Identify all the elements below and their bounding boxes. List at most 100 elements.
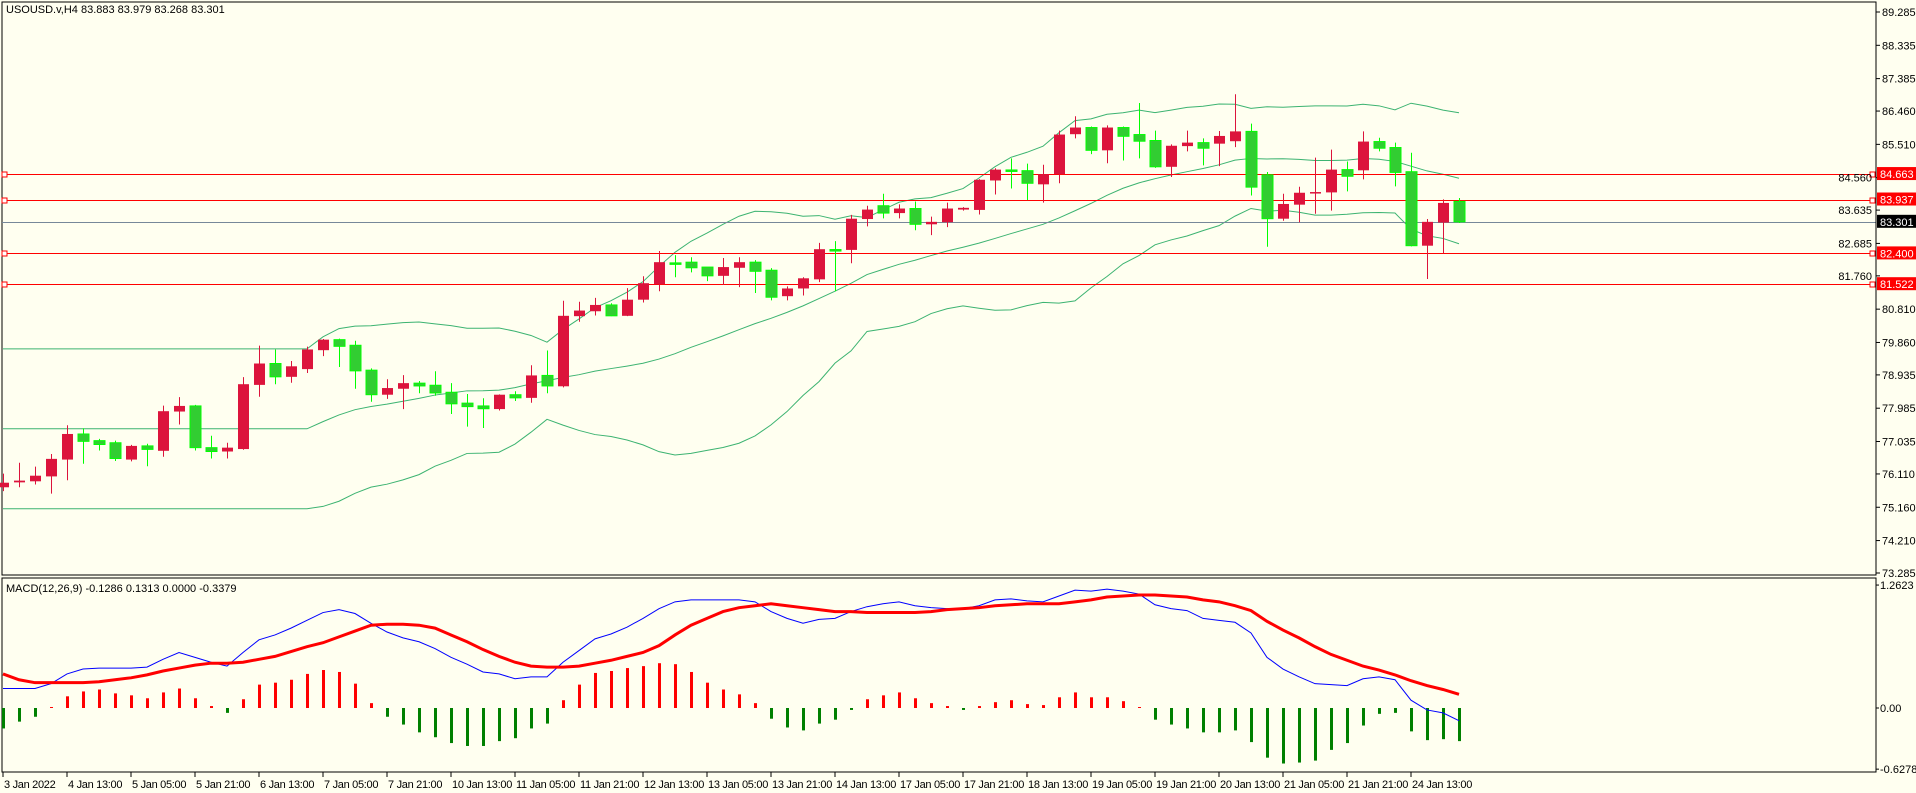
price-axis[interactable]: 89.285 88.335 87.385 86.460 85.510 84.560 83.6… (1838, 2, 1916, 580)
bear-candle (1149, 140, 1162, 168)
bull-candle (238, 384, 249, 450)
time-tick-label: 3 Jan 2022 (4, 779, 56, 791)
bear-candle (1005, 169, 1018, 172)
bull-candle (942, 208, 953, 223)
bear-candle (93, 440, 106, 445)
time-tick-label: 21 Jan 05:00 (1284, 779, 1344, 791)
current-price-badge (1877, 214, 1916, 228)
bear-candle (413, 382, 426, 387)
bull-candle (862, 209, 873, 220)
bull-candle (526, 375, 537, 398)
bear-candle (1133, 134, 1146, 142)
macd-info-label: MACD(12,26,9) -0.1286 0.1313 0.0000 -0.3… (6, 583, 237, 595)
bear-candle (141, 445, 154, 450)
line-handle-right[interactable] (1869, 281, 1876, 288)
time-axis[interactable]: 3 Jan 2022 4 Jan 13:00 5 Jan 05:00 5 Jan 21… (2, 772, 1472, 791)
price-tick-label: 88.335 (1882, 40, 1916, 52)
line-handle-right[interactable] (1869, 250, 1876, 257)
line-handle-left[interactable] (1, 197, 8, 204)
time-tick-label: 12 Jan 13:00 (644, 779, 704, 791)
price-tick-label: 87.385 (1882, 74, 1916, 86)
time-tick-label: 17 Jan 21:00 (964, 779, 1024, 791)
bull-candle (814, 249, 825, 280)
bear-candle (541, 374, 554, 387)
bollinger-upper-band (3, 102, 1460, 350)
bull-candle (254, 363, 265, 385)
price-tick-label: 78.935 (1882, 370, 1916, 382)
bear-candle (877, 205, 890, 214)
price-tick-label: 79.860 (1882, 337, 1916, 349)
bull-candle (302, 349, 313, 370)
line-handle-right[interactable] (1869, 171, 1876, 178)
line-handle-left[interactable] (1, 281, 8, 288)
time-tick-label: 19 Jan 05:00 (1092, 779, 1152, 791)
bull-candle (926, 221, 937, 225)
bull-candle (718, 267, 729, 276)
price-panel[interactable]: USOUSD.v,H4 83.883 83.979 83.268 83.301 (0, 1, 1877, 576)
bull-candle (1102, 127, 1113, 151)
bear-candle (685, 261, 698, 269)
line-handle-left[interactable] (1, 250, 8, 257)
bear-candle (1021, 170, 1034, 184)
time-tick-label: 19 Jan 21:00 (1156, 779, 1216, 791)
bull-candle (1326, 169, 1337, 193)
line-handle-left[interactable] (1, 171, 8, 178)
bull-candle (622, 299, 633, 316)
bear-candle (269, 363, 282, 378)
macd-tick-label: 1.2623 (1880, 580, 1914, 592)
horizontal-lines[interactable] (1, 171, 1876, 288)
macd-panel[interactable]: MACD(12,26,9) -0.1286 0.1313 0.0000 -0.3… (1, 577, 1877, 773)
price-tick-label: 81.760 (1838, 271, 1872, 283)
bear-candle (509, 394, 522, 399)
bull-candle (1294, 192, 1305, 205)
bear-candle (333, 339, 346, 347)
bull-candle (638, 283, 649, 300)
symbol-info-label: USOUSD.v,H4 83.883 83.979 83.268 83.301 (6, 4, 225, 16)
bull-candle (1166, 145, 1177, 167)
bear-candle (1373, 141, 1386, 149)
macd-tick-label: 0.00 (1880, 703, 1901, 715)
hline-price-badge (1877, 277, 1916, 291)
time-tick-label: 6 Jan 13:00 (260, 779, 314, 791)
bull-candle (958, 207, 969, 210)
bull-candle (1358, 141, 1369, 171)
bear-candle (1261, 174, 1274, 220)
bull-candle (1054, 134, 1065, 175)
time-tick-label: 10 Jan 13:00 (452, 779, 512, 791)
price-tick-label: 89.285 (1882, 7, 1916, 19)
bear-candle (429, 384, 442, 394)
bear-candle (477, 405, 490, 410)
hline-price-label: 84.663 (1880, 169, 1914, 181)
bull-candle (1070, 127, 1081, 135)
time-tick-label: 17 Jan 05:00 (900, 779, 960, 791)
bull-candle (62, 433, 73, 460)
bull-candle (286, 366, 297, 377)
bear-candle (189, 405, 202, 449)
price-tick-label: 80.810 (1882, 304, 1916, 316)
hline-price-label: 82.400 (1880, 248, 1914, 260)
bull-candle (974, 179, 985, 210)
bull-candle (494, 394, 505, 410)
bull-candle (174, 405, 185, 412)
candlesticks (0, 94, 1466, 494)
line-handle-right[interactable] (1869, 197, 1876, 204)
price-tick-label: 73.285 (1882, 568, 1916, 580)
hline-price-badge (1877, 167, 1916, 181)
time-tick-label: 7 Jan 05:00 (324, 779, 378, 791)
price-tick-label: 85.510 (1882, 139, 1916, 151)
bear-candle (1245, 130, 1258, 188)
bull-candle (14, 480, 25, 483)
price-tick-label: 84.560 (1838, 173, 1872, 185)
bear-candle (1341, 169, 1354, 177)
bear-candle (1197, 142, 1210, 149)
bear-candle (1453, 200, 1466, 223)
macd-signal-line (2, 593, 1460, 696)
hline-price-label: 83.937 (1880, 195, 1914, 207)
price-tick-label: 75.160 (1882, 502, 1916, 514)
bull-candle (382, 388, 393, 395)
bull-candle (126, 445, 137, 460)
price-tick-label: 74.210 (1882, 536, 1916, 548)
bear-candle (669, 262, 682, 265)
